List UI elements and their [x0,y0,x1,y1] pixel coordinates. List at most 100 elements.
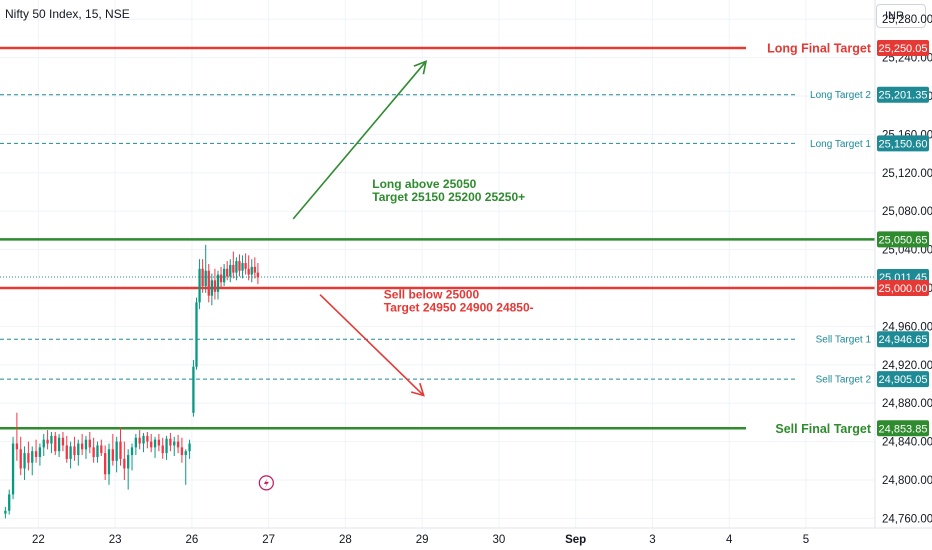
price-tag: 25,201.35 [877,86,929,103]
y-tick-label: 24,840.00 [882,437,932,449]
candle [226,261,229,281]
candle-body [65,445,68,459]
candle-body [77,443,80,456]
annotation-text: Target 25150 25200 25250+ [372,190,525,204]
price-tag-box [877,420,929,437]
symbol-title: Nifty 50 Index, 15, NSE [5,7,130,21]
candle [173,436,176,456]
price-tag-value: 24,853.85 [879,423,928,435]
price-tag-value: 25,250.05 [879,43,928,55]
candle [213,268,217,300]
candle-body [210,280,213,296]
candle [250,259,253,283]
candle [92,437,95,463]
candle-body [192,366,195,413]
candle-body [80,443,84,450]
price-tag-value: 24,905.05 [879,374,928,386]
candle-body [23,453,26,469]
x-tick-label: 4 [726,534,733,546]
candle-body [226,268,229,277]
candle-body [176,441,180,448]
y-tick-label: 25,040.00 [882,245,932,257]
levels-layer: Long Final Target Long Target 2 Long Targe… [0,41,875,436]
price-tag-box [877,135,929,152]
arrow-head [413,60,428,75]
candle [127,449,130,490]
candle-body [92,447,95,457]
x-tick-label: Sep [565,534,586,546]
x-tick-label: 27 [262,534,275,546]
price-tag: 24,905.05 [877,371,929,388]
price-tag-box [877,371,929,388]
price-tag-box [877,39,929,56]
candle-body [195,302,198,367]
candle [11,436,15,500]
candle-body [142,435,145,444]
candle [73,436,76,461]
annotation-text: Long above 25050 [372,177,476,191]
candle [31,446,34,476]
candle [195,297,198,370]
candle [201,259,204,293]
candle [115,436,118,473]
price-tag-box [877,331,929,348]
y-tick-label: 24,800.00 [882,475,932,487]
candle-body [107,449,111,475]
x-tick-label: 29 [416,534,429,546]
candle [34,439,38,463]
candle [123,441,126,480]
candle [69,441,72,469]
candle [161,437,164,459]
x-tick-label: 30 [493,534,506,546]
candle-body [4,510,7,514]
x-tick-label: 3 [649,534,655,546]
candle-body [180,447,184,456]
candle [238,254,241,277]
price-tag: 25,050.65 [877,231,929,248]
candle-body [204,270,207,287]
candle-body [130,447,134,456]
candle-body [57,437,61,452]
arrow-shaft [292,60,427,220]
candle [23,446,26,480]
candle-body [256,272,260,278]
event-flash-icon[interactable] [258,475,274,491]
price-tag-value: 25,201.35 [879,90,928,102]
candle [130,443,134,471]
candle-body [146,435,149,442]
candle [111,433,114,466]
candle [207,264,210,303]
candle [54,432,57,456]
price-tag: 25,250.05 [877,39,929,56]
x-tick-label: 5 [803,534,809,546]
candle [80,433,84,456]
candle-body [96,445,99,457]
candle [241,255,244,279]
y-tick-label: 25,280.00 [882,14,932,26]
currency-selector[interactable]: INR [876,4,926,28]
y-tick-label: 24,920.00 [882,360,932,372]
candle [169,432,172,452]
price-tag: 24,946.65 [877,331,929,348]
trend-arrow [292,60,428,220]
candle-body [42,439,45,448]
candle [8,489,11,515]
candle-body [38,447,42,457]
candle-body [8,494,11,511]
level-label: Long Final Target [767,41,872,55]
price-tag-value: 25,050.65 [879,234,928,246]
x-tick-label: 28 [339,534,352,546]
price-tags-layer: 25,250.0525,201.3525,150.6025,050.6525,0… [877,39,929,437]
price-tag: 24,853.85 [877,420,929,437]
price-tag: 25,000.00 [877,280,929,296]
candle [65,435,68,463]
candle [100,439,103,456]
candle-body [119,441,122,459]
time-axis[interactable]: 22 23 26 27 28 29 30 Sep 3 4 5 [32,534,809,546]
candle-body [253,266,256,273]
candle-body [46,439,49,444]
level-label: Long Target 2 [810,90,871,101]
candle-body [219,274,223,283]
candle [150,433,153,453]
